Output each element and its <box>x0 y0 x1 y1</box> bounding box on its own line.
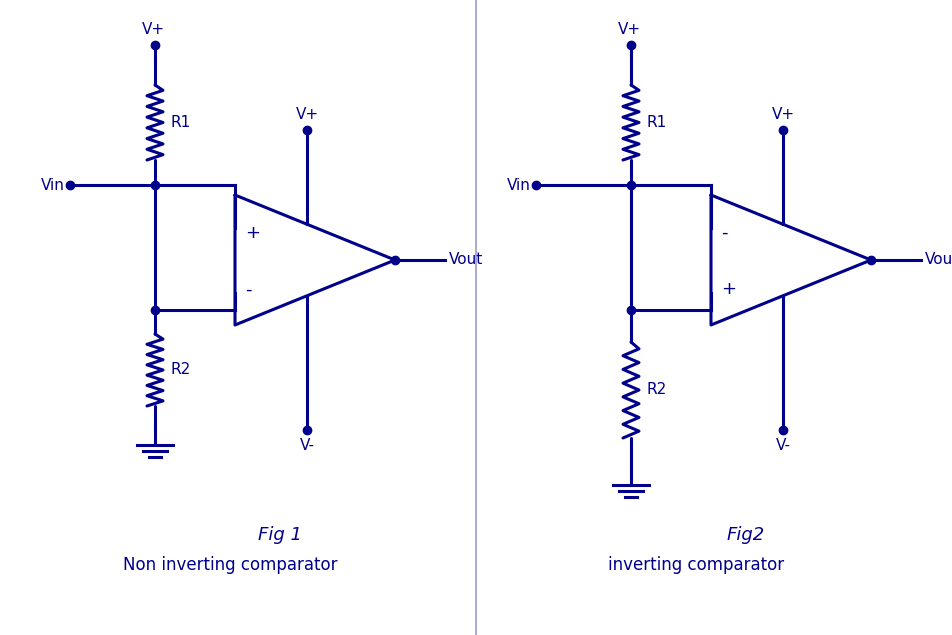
Text: V+: V+ <box>142 22 165 37</box>
Text: V-: V- <box>300 438 314 453</box>
Text: V+: V+ <box>618 22 641 37</box>
Text: Vout: Vout <box>449 253 484 267</box>
Text: +: + <box>721 281 736 298</box>
Text: R1: R1 <box>647 115 667 130</box>
Text: Fig2: Fig2 <box>727 526 765 544</box>
Text: Fig 1: Fig 1 <box>258 526 302 544</box>
Text: -: - <box>245 281 251 298</box>
Text: Vout: Vout <box>925 253 952 267</box>
Text: +: + <box>245 224 260 241</box>
Text: R2: R2 <box>647 382 667 398</box>
Text: V-: V- <box>776 438 790 453</box>
Text: -: - <box>721 224 727 241</box>
Text: R1: R1 <box>171 115 191 130</box>
Text: Vin: Vin <box>507 178 531 192</box>
Text: Vin: Vin <box>41 178 65 192</box>
Text: Non inverting comparator: Non inverting comparator <box>123 556 337 574</box>
Text: inverting comparator: inverting comparator <box>608 556 784 574</box>
Text: V+: V+ <box>771 107 795 122</box>
Text: R2: R2 <box>171 363 191 377</box>
Text: V+: V+ <box>295 107 319 122</box>
